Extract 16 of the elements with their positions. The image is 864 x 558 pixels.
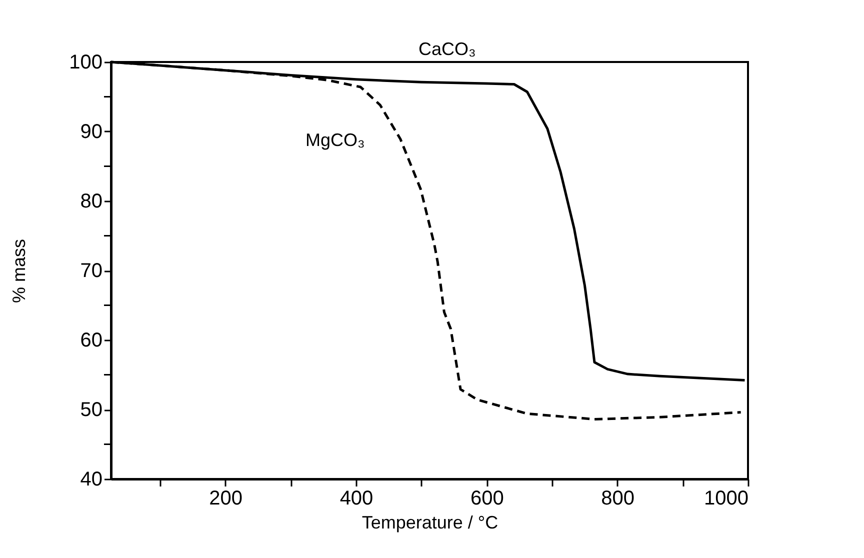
y-tick-label: 50	[80, 399, 102, 421]
x-tick-label: 800	[601, 488, 635, 510]
x-tick-label: 600	[470, 488, 504, 510]
x-axis-title: Temperature / °C	[362, 512, 498, 532]
y-tick-label: 100	[69, 52, 102, 74]
y-tick-label: 90	[80, 121, 102, 143]
series-label: CaCO₃	[418, 38, 476, 59]
x-tick-label: 1000	[704, 488, 748, 510]
y-tick-label: 60	[80, 330, 102, 352]
y-tick-label: 70	[80, 260, 102, 282]
y-axis-title: % mass	[9, 238, 30, 304]
y-tick-label: 40	[80, 468, 102, 490]
y-tick-label: 80	[80, 190, 102, 212]
x-tick-label: 200	[209, 488, 243, 510]
series-label: MgCO₃	[306, 130, 365, 150]
x-tick-label: 400	[340, 488, 374, 510]
